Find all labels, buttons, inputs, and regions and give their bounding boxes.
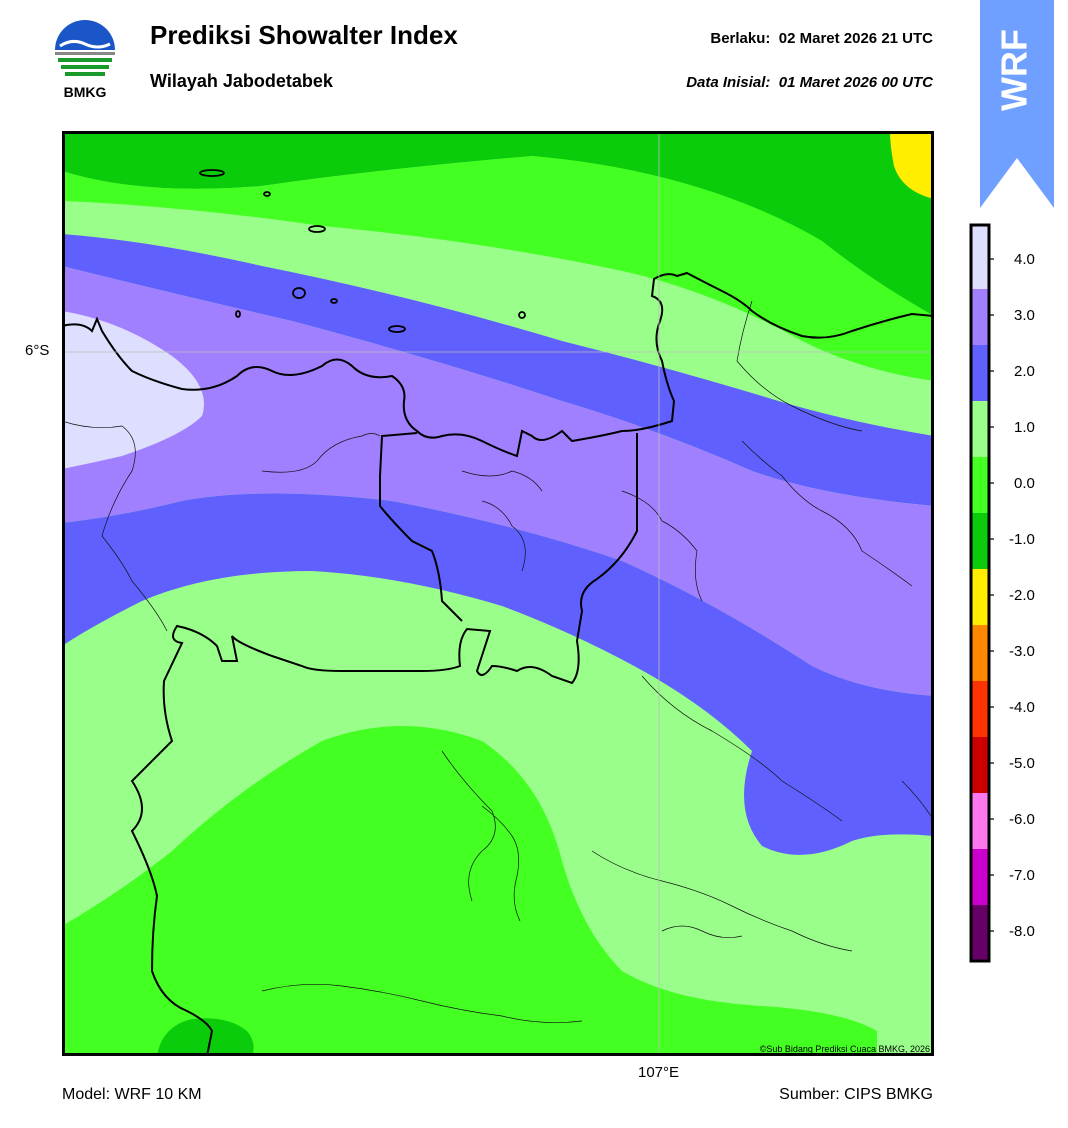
init-time: Data Inisial: 01 Maret 2026 00 UTC — [686, 74, 933, 91]
band-blue-south — [62, 493, 934, 855]
colorbar-tick-label: 0.0 — [1014, 475, 1035, 492]
region-subtitle: Wilayah Jabodetabek — [150, 71, 333, 91]
valid-label: Berlaku: — [710, 30, 771, 47]
showalter-map: ©Sub Bidang Prediksi Cuaca BMKG, 2026 — [62, 131, 934, 1056]
colorbar-segment — [971, 289, 989, 345]
init-label: Data Inisial: — [686, 74, 771, 91]
colorbar-tick-label: -8.0 — [1009, 923, 1035, 940]
province-border — [130, 433, 638, 1056]
band-yellow-corner — [890, 131, 934, 199]
colorbar-segment — [971, 457, 989, 513]
band-lightgreen-2 — [62, 201, 934, 436]
map-canvas: ©Sub Bidang Prediksi Cuaca BMKG, 2026 — [62, 131, 934, 1056]
colorbar-segment — [971, 569, 989, 625]
logo-text: BMKG — [63, 84, 107, 100]
band-blue-north — [62, 234, 934, 506]
district-borders — [62, 300, 934, 1023]
thousand-islands — [199, 169, 526, 333]
source-info: Sumber: CIPS BMKG — [779, 1086, 933, 1103]
colorbar-segment — [971, 793, 989, 849]
map-credit: ©Sub Bidang Prediksi Cuaca BMKG, 2026 — [760, 1044, 930, 1054]
colorbar-tick-label: 1.0 — [1014, 419, 1035, 436]
colorbar-tick-label: -3.0 — [1009, 643, 1035, 660]
colorbar-segment — [971, 737, 989, 793]
page-title: Prediksi Showalter Index — [150, 20, 458, 50]
jakarta-border — [379, 432, 463, 622]
colorbar-segment — [971, 905, 989, 961]
band-green-2 — [62, 156, 934, 381]
colorbar-tick-label: -7.0 — [1009, 867, 1035, 884]
colorbar-legend: 4.0 3.0 2.0 1.0 0.0 -1.0 -2.0 -3.0 -4.0 -5.0 -6.0 -… — [968, 222, 1058, 967]
colorbar-segment — [971, 849, 989, 905]
latitude-label: 6°S — [25, 342, 50, 359]
colorbar-tick-label: -1.0 — [1009, 531, 1035, 548]
bmkg-logo — [52, 20, 118, 102]
colorbar-tick-label: -6.0 — [1009, 811, 1035, 828]
colorbar-segment — [971, 345, 989, 401]
colorbar-segment — [971, 401, 989, 457]
longitude-label: 107°E — [638, 1064, 680, 1081]
coastline — [62, 271, 934, 458]
colorbar-tick-label: 3.0 — [1014, 307, 1035, 324]
band-lavender — [62, 311, 204, 469]
wrf-badge: WRF — [980, 0, 1054, 210]
colorbar-tick-label: -2.0 — [1009, 587, 1035, 604]
wrf-text: WRF — [994, 29, 1035, 111]
band-darker-green-top — [62, 131, 934, 316]
valid-value: 02 Maret 2026 21 UTC — [778, 30, 933, 47]
colorbar-segment — [971, 681, 989, 737]
colorbar-tick-label: -5.0 — [1009, 755, 1035, 772]
colorbar-segment — [971, 513, 989, 569]
model-info: Model: WRF 10 KM — [62, 1086, 202, 1103]
colorbar-canvas: 4.0 3.0 2.0 1.0 0.0 -1.0 -2.0 -3.0 -4.0 -5.0 -6.0 -… — [969, 223, 1035, 963]
band-darkgreen-south — [157, 1018, 254, 1056]
colorbar-tick-label: 2.0 — [1014, 363, 1035, 380]
colorbar-tick-label: 4.0 — [1014, 251, 1035, 268]
colorbar-segment — [971, 225, 989, 289]
init-value: 01 Maret 2026 00 UTC — [778, 74, 933, 91]
colorbar-segment — [971, 625, 989, 681]
valid-time: Berlaku: 02 Maret 2026 21 UTC — [710, 30, 933, 47]
colorbar-tick-label: -4.0 — [1009, 699, 1035, 716]
bmkg-logo-icon — [55, 20, 115, 76]
